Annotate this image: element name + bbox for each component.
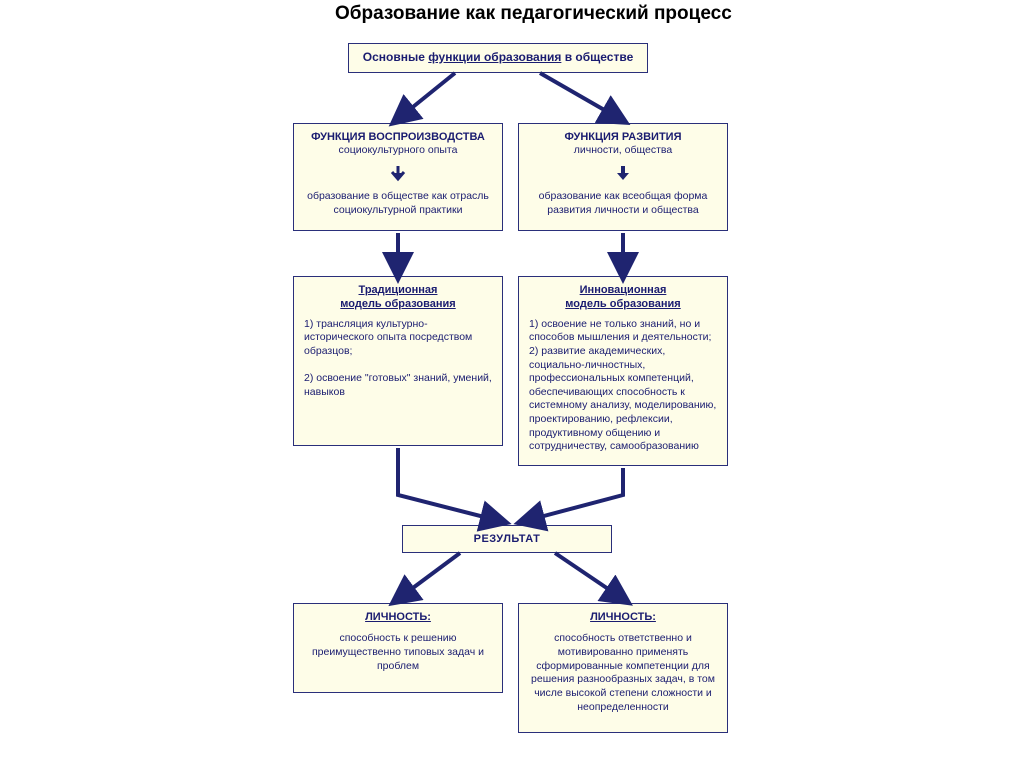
pers-right-title: ЛИЧНОСТЬ: (529, 610, 717, 624)
func-dev-box: ФУНКЦИЯ РАЗВИТИЯ личности, общества обра… (518, 123, 728, 231)
result-box: РЕЗУЛЬТАТ (402, 525, 612, 553)
func-repro-title: ФУНКЦИЯ ВОСПРОИЗВОДСТВА (304, 130, 492, 144)
trad-model-body: 1) трансляция культурно-исторического оп… (304, 318, 492, 400)
header-underline: функции образования (428, 50, 561, 64)
func-dev-title: ФУНКЦИЯ РАЗВИТИЯ (529, 130, 717, 144)
pers-right-body: способность ответственно и мотивированно… (529, 632, 717, 714)
header-pre: Основные (363, 50, 428, 64)
pers-right-box: ЛИЧНОСТЬ: способность ответственно и мот… (518, 603, 728, 733)
page-title: Образование как педагогический процесс (335, 3, 732, 25)
header-box: Основные функции образования в обществе (348, 43, 648, 73)
func-repro-box: ФУНКЦИЯ ВОСПРОИЗВОДСТВА социокультурного… (293, 123, 503, 231)
innov-model-title1: Инновационная (529, 283, 717, 297)
flow-arrows (0, 0, 1024, 767)
trad-model-title2: модель образования (304, 297, 492, 311)
trad-model-box: Традиционная модель образования 1) транс… (293, 276, 503, 446)
func-dev-subtitle: личности, общества (529, 144, 717, 158)
trad-model-title1: Традиционная (304, 283, 492, 297)
func-dev-body: образование как всеобщая форма развития … (529, 190, 717, 217)
pers-left-body: способность к решению преимущественно ти… (304, 632, 492, 673)
innov-model-body: 1) освоение не только знаний, но и спосо… (529, 318, 717, 454)
func-repro-body: образование в обществе как отрасль социо… (304, 190, 492, 217)
header-post: в обществе (561, 50, 633, 64)
inner-arrow-icon (529, 164, 717, 186)
innov-model-title2: модель образования (529, 297, 717, 311)
pers-left-title: ЛИЧНОСТЬ: (304, 610, 492, 624)
result-title: РЕЗУЛЬТАТ (474, 533, 541, 545)
inner-arrow-icon (304, 164, 492, 186)
innov-model-box: Инновационная модель образования 1) осво… (518, 276, 728, 466)
func-repro-subtitle: социокультурного опыта (304, 144, 492, 158)
pers-left-box: ЛИЧНОСТЬ: способность к решению преимуще… (293, 603, 503, 693)
